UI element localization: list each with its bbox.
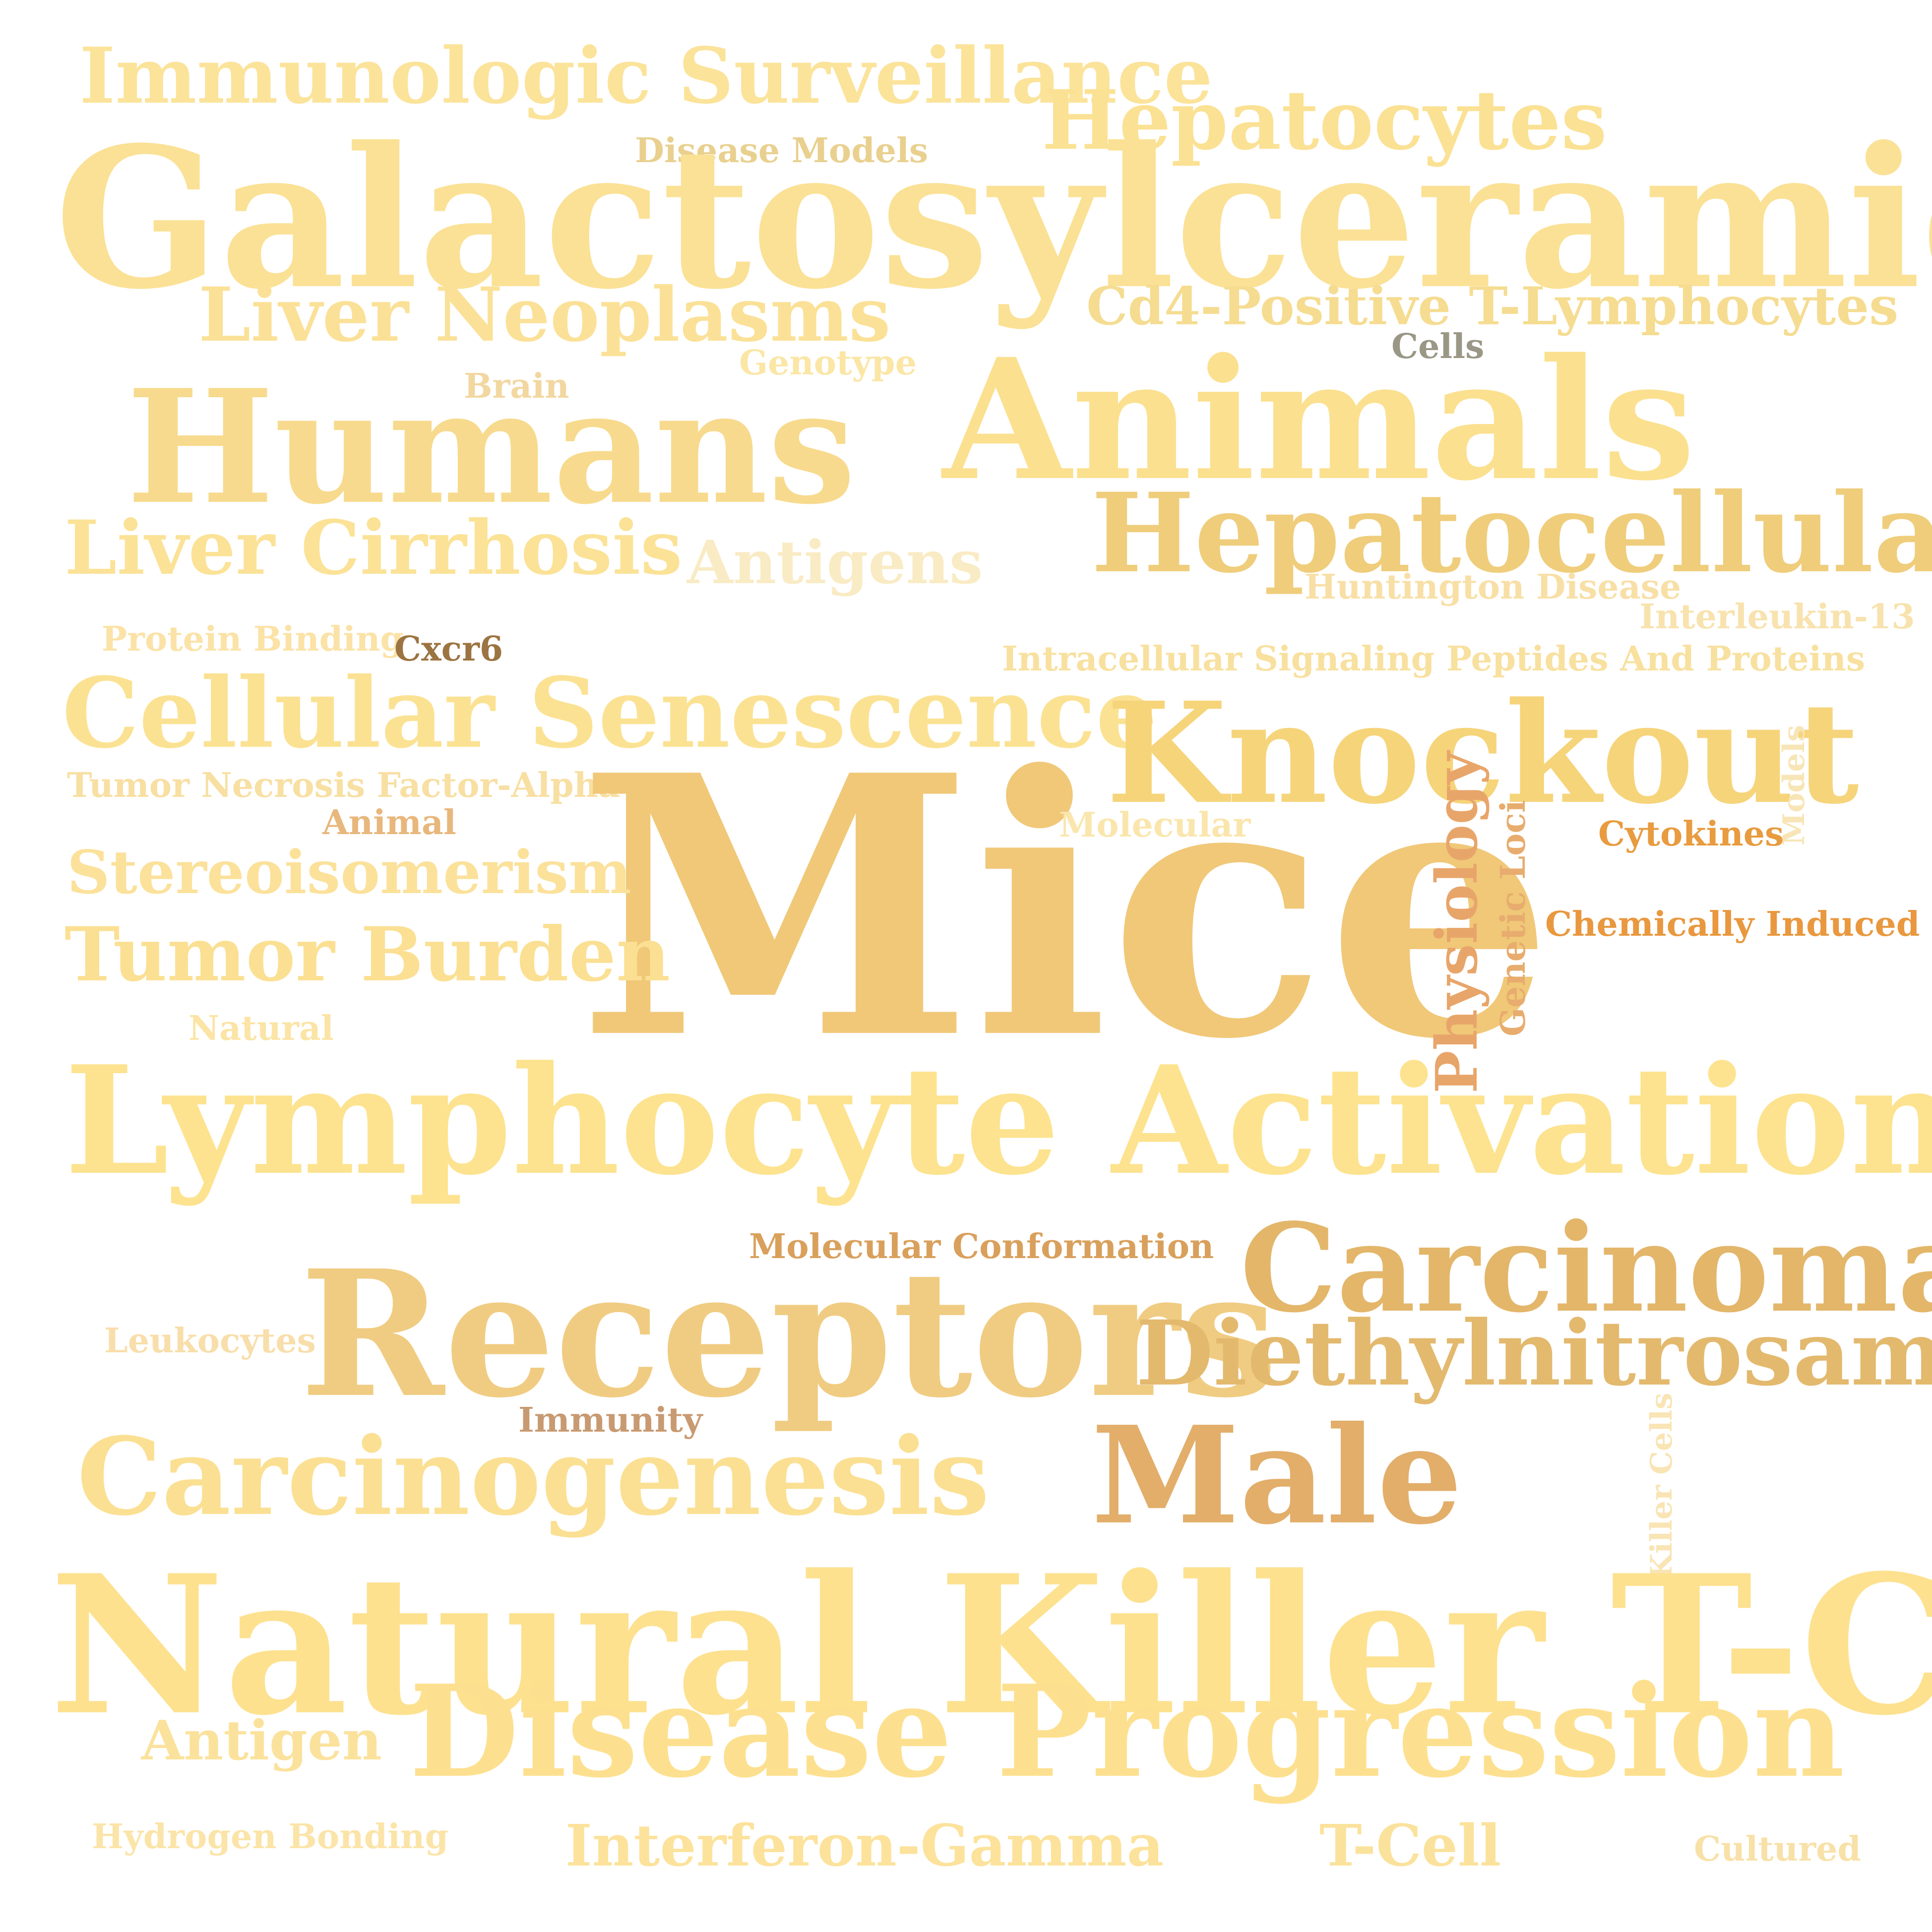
word: Hepatocytes xyxy=(1042,72,1607,168)
word: Molecular xyxy=(1059,805,1251,845)
word: Chemically Induced xyxy=(1545,905,1920,944)
word: Interferon-Gamma xyxy=(565,1812,1164,1879)
word: Liver Neoplasms xyxy=(198,271,891,359)
word: Natural Killer T-Cells xyxy=(50,1533,1932,1757)
word: Disease Progression xyxy=(409,1658,1845,1806)
word: Molecular Conformation xyxy=(749,1227,1214,1267)
word: Antigens xyxy=(687,528,983,598)
word: Antigen xyxy=(141,1708,382,1772)
word: Genotype xyxy=(739,343,917,383)
word: Animal xyxy=(322,803,456,843)
word: Intracellular Signaling Peptides And Pro… xyxy=(1002,639,1866,679)
word: Immunologic Surveillance xyxy=(79,30,1213,121)
word: Immunity xyxy=(518,1400,703,1440)
word: Humans xyxy=(126,356,856,539)
word: Animals xyxy=(942,322,1696,518)
word: Brain xyxy=(464,366,569,406)
word: Cultured xyxy=(1694,1829,1861,1869)
word: Cells xyxy=(1391,327,1485,366)
word: Tumor Necrosis Factor-Alpha xyxy=(67,766,621,805)
word: Mice xyxy=(578,698,1554,1117)
word: Knockout xyxy=(1106,672,1859,835)
word: Stereoisomerism xyxy=(67,838,631,907)
word: Liver Cirrhosis xyxy=(64,504,683,592)
word: Carcinogenesis xyxy=(77,1414,990,1539)
word: Diethylnitrosamine xyxy=(1136,1301,1932,1406)
word: Cellular Senescence xyxy=(62,656,1158,770)
word: Male xyxy=(1091,1396,1463,1554)
word: T-Cell xyxy=(1319,1812,1501,1879)
word: Tumor Burden xyxy=(64,911,671,998)
word: Hydrogen Bonding xyxy=(92,1817,449,1857)
word: Galactosylceramides xyxy=(55,105,1932,332)
word: Receptors xyxy=(300,1232,1278,1436)
word: Carcinoma xyxy=(1240,1197,1932,1339)
word: Huntington Disease xyxy=(1305,567,1682,607)
word: Disease Models xyxy=(635,131,929,171)
word: Lymphocyte Activation xyxy=(64,1033,1932,1208)
word: Cd4-Positive T-Lymphocytes xyxy=(1086,275,1899,337)
word: Natural xyxy=(188,1009,334,1048)
word: Leukocytes xyxy=(104,1321,316,1361)
word: Interleukin-13 xyxy=(1639,597,1915,637)
word: Cytokines xyxy=(1598,814,1784,854)
word: Genetic Loci xyxy=(1494,800,1533,1036)
word: Protein Binding xyxy=(102,619,404,659)
word: Hepatocellular xyxy=(1091,469,1932,597)
word: Cxcr6 xyxy=(394,629,503,669)
